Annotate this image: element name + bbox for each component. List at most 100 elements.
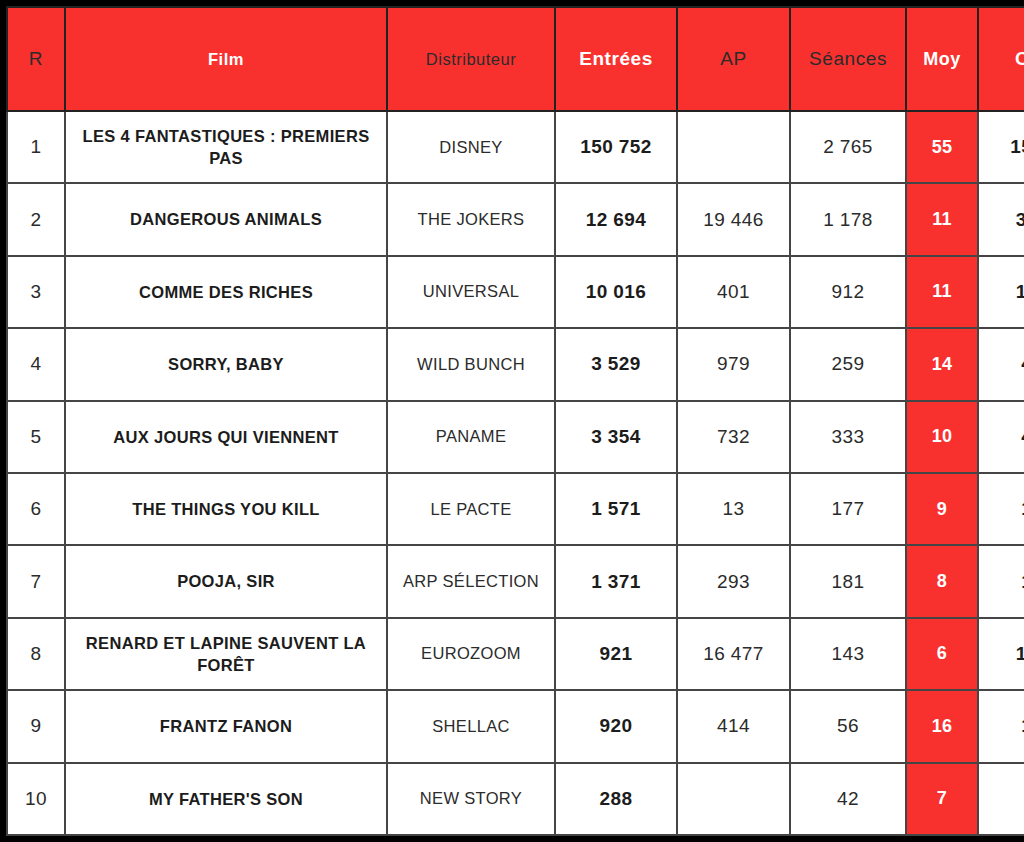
table-body: 1LES 4 FANTASTIQUES : PREMIERS PASDISNEY… [7,111,1024,835]
table-header: R Film Distributeur Entrées AP Séances M… [7,7,1024,111]
cell-distributor: DISNEY [387,111,555,183]
header-cumul: Cumul [978,7,1024,111]
cell-distributor: PANAME [387,401,555,473]
box-office-table: R Film Distributeur Entrées AP Séances M… [6,6,1024,836]
table-row: 5AUX JOURS QUI VIENNENTPANAME3 354732333… [7,401,1024,473]
cell-moy: 9 [906,473,978,545]
cell-seances: 42 [790,763,906,835]
cell-ap: 732 [677,401,790,473]
cell-rank: 5 [7,401,65,473]
cell-ap [677,763,790,835]
cell-seances: 56 [790,690,906,762]
cell-seances: 177 [790,473,906,545]
cell-rank: 8 [7,618,65,690]
cell-entries: 150 752 [555,111,677,183]
cell-distributor: NEW STORY [387,763,555,835]
cell-ap: 401 [677,256,790,328]
cell-seances: 912 [790,256,906,328]
cell-distributor: LE PACTE [387,473,555,545]
table-row: 2DANGEROUS ANIMALSTHE JOKERS12 69419 446… [7,183,1024,255]
cell-cumul: 1 334 [978,690,1024,762]
header-moy: Moy [906,7,978,111]
cell-entries: 1 371 [555,545,677,617]
cell-moy: 6 [906,618,978,690]
table-frame: R Film Distributeur Entrées AP Séances M… [0,0,1024,842]
cell-seances: 259 [790,328,906,400]
header-rank: R [7,7,65,111]
cell-rank: 1 [7,111,65,183]
cell-distributor: EUROZOOM [387,618,555,690]
table-row: 10MY FATHER'S SONNEW STORY288427288 [7,763,1024,835]
cell-rank: 6 [7,473,65,545]
cell-distributor: THE JOKERS [387,183,555,255]
cell-moy: 16 [906,690,978,762]
cell-rank: 9 [7,690,65,762]
cell-moy: 10 [906,401,978,473]
cell-rank: 2 [7,183,65,255]
cell-distributor: UNIVERSAL [387,256,555,328]
cell-ap [677,111,790,183]
table-row: 6THE THINGS YOU KILLLE PACTE1 5711317791… [7,473,1024,545]
cell-film: DANGEROUS ANIMALS [65,183,387,255]
cell-moy: 8 [906,545,978,617]
table-row: 1LES 4 FANTASTIQUES : PREMIERS PASDISNEY… [7,111,1024,183]
header-ap: AP [677,7,790,111]
cell-entries: 1 571 [555,473,677,545]
cell-cumul: 150 752 [978,111,1024,183]
cell-entries: 288 [555,763,677,835]
cell-entries: 3 354 [555,401,677,473]
cell-moy: 7 [906,763,978,835]
cell-rank: 3 [7,256,65,328]
header-seances: Séances [790,7,906,111]
cell-film: RENARD ET LAPINE SAUVENT LA FORÊT [65,618,387,690]
cell-ap: 16 477 [677,618,790,690]
cell-film: AUX JOURS QUI VIENNENT [65,401,387,473]
cell-moy: 11 [906,183,978,255]
cell-distributor: WILD BUNCH [387,328,555,400]
cell-entries: 3 529 [555,328,677,400]
cell-cumul: 1 584 [978,473,1024,545]
cell-film: LES 4 FANTASTIQUES : PREMIERS PAS [65,111,387,183]
cell-cumul: 10 417 [978,256,1024,328]
header-entries: Entrées [555,7,677,111]
cell-rank: 4 [7,328,65,400]
cell-seances: 333 [790,401,906,473]
cell-moy: 55 [906,111,978,183]
cell-film: COMME DES RICHES [65,256,387,328]
cell-moy: 14 [906,328,978,400]
cell-ap: 414 [677,690,790,762]
cell-entries: 12 694 [555,183,677,255]
cell-entries: 920 [555,690,677,762]
cell-film: FRANTZ FANON [65,690,387,762]
cell-film: THE THINGS YOU KILL [65,473,387,545]
cell-seances: 143 [790,618,906,690]
cell-entries: 921 [555,618,677,690]
table-row: 7POOJA, SIRARP SÉLECTION1 37129318181 66… [7,545,1024,617]
cell-entries: 10 016 [555,256,677,328]
cell-seances: 181 [790,545,906,617]
cell-cumul: 4 508 [978,328,1024,400]
cell-film: SORRY, BABY [65,328,387,400]
cell-film: MY FATHER'S SON [65,763,387,835]
cell-ap: 979 [677,328,790,400]
table-row: 3COMME DES RICHESUNIVERSAL10 01640191211… [7,256,1024,328]
cell-cumul: 1 664 [978,545,1024,617]
cell-cumul: 4 086 [978,401,1024,473]
cell-seances: 1 178 [790,183,906,255]
header-distributor: Distributeur [387,7,555,111]
cell-cumul: 17 398 [978,618,1024,690]
table-row: 9FRANTZ FANONSHELLAC92041456161 334 [7,690,1024,762]
cell-ap: 19 446 [677,183,790,255]
header-film: Film [65,7,387,111]
cell-distributor: ARP SÉLECTION [387,545,555,617]
cell-rank: 10 [7,763,65,835]
cell-ap: 293 [677,545,790,617]
header-row: R Film Distributeur Entrées AP Séances M… [7,7,1024,111]
table-row: 8RENARD ET LAPINE SAUVENT LA FORÊTEUROZO… [7,618,1024,690]
table-row: 4SORRY, BABYWILD BUNCH3 529979259144 508 [7,328,1024,400]
cell-seances: 2 765 [790,111,906,183]
cell-rank: 7 [7,545,65,617]
cell-film: POOJA, SIR [65,545,387,617]
cell-cumul: 32 140 [978,183,1024,255]
cell-ap: 13 [677,473,790,545]
